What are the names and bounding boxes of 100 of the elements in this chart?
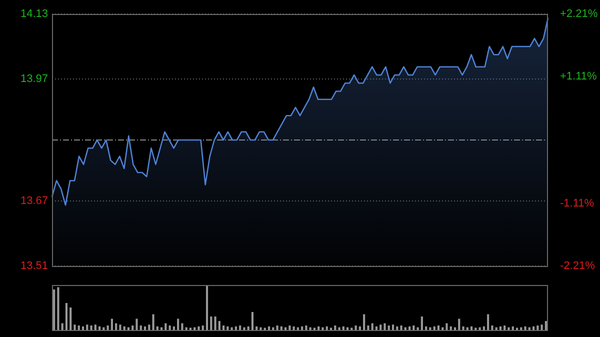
bar <box>454 327 456 330</box>
bar <box>462 326 464 330</box>
bar <box>338 327 340 330</box>
bar <box>450 326 452 330</box>
bar <box>102 327 105 330</box>
y2-tick-label: +2.21% <box>560 8 598 20</box>
bar <box>309 327 312 330</box>
bar <box>491 326 494 330</box>
bar <box>82 326 84 330</box>
bar <box>202 326 204 330</box>
y2-tick-label: +1.11% <box>560 70 598 83</box>
bar <box>322 327 324 330</box>
bar <box>86 324 88 330</box>
y2-tick-label: -2.21% <box>560 260 596 272</box>
bar <box>380 324 382 330</box>
bar <box>127 327 130 330</box>
bar <box>61 323 64 330</box>
bar <box>446 323 448 330</box>
bar <box>326 326 328 330</box>
bar <box>499 326 502 330</box>
bar <box>288 326 291 330</box>
bar <box>239 326 242 330</box>
bar <box>226 326 229 330</box>
bar <box>230 327 233 330</box>
bar <box>98 326 101 330</box>
bar <box>318 326 320 330</box>
bar <box>384 323 386 330</box>
bar <box>342 326 344 330</box>
bar <box>536 326 539 330</box>
bar <box>156 326 158 330</box>
bar <box>425 326 428 330</box>
bar <box>90 326 92 330</box>
bar <box>185 327 188 330</box>
bar <box>78 326 80 330</box>
bar <box>466 327 468 330</box>
bar <box>396 326 398 330</box>
bar <box>400 326 402 330</box>
bar <box>482 326 485 330</box>
bar <box>214 316 216 330</box>
bar <box>152 314 154 330</box>
bar <box>106 326 109 330</box>
bar <box>540 324 543 330</box>
bar <box>363 314 366 330</box>
bar <box>181 323 184 330</box>
bar <box>442 327 444 330</box>
bar <box>194 327 196 330</box>
bar <box>119 324 122 330</box>
bar <box>256 326 258 330</box>
bar <box>280 326 282 330</box>
bar <box>140 326 142 330</box>
bar <box>305 326 308 330</box>
y-tick-label: 13.67 <box>20 195 48 207</box>
bar <box>272 327 274 330</box>
bar <box>160 327 163 330</box>
y-tick-label: 13.97 <box>20 73 48 86</box>
bar <box>388 326 390 330</box>
bar <box>65 303 68 330</box>
bar <box>210 316 212 330</box>
bar <box>234 326 237 330</box>
bar <box>495 327 498 330</box>
bar <box>433 326 436 330</box>
bar <box>74 324 76 330</box>
bar <box>416 327 419 330</box>
bar <box>354 326 357 330</box>
bar <box>470 326 473 330</box>
bar <box>504 326 506 330</box>
bar <box>437 326 440 330</box>
bar <box>144 326 146 330</box>
bar <box>251 312 254 330</box>
bar <box>532 326 535 330</box>
bar <box>544 321 547 330</box>
bar <box>115 323 118 330</box>
bar <box>420 316 423 330</box>
bar <box>247 326 250 330</box>
bar <box>222 326 225 330</box>
bar <box>172 326 175 330</box>
bar <box>268 326 270 330</box>
bar <box>276 326 278 330</box>
bar <box>458 318 460 330</box>
bar <box>412 326 415 330</box>
bar <box>136 318 138 330</box>
bar <box>123 326 126 330</box>
bar <box>206 285 208 330</box>
bar <box>132 326 134 330</box>
bar <box>164 323 167 330</box>
bar <box>94 324 96 330</box>
bar <box>404 327 406 330</box>
bar <box>375 326 378 330</box>
bar <box>371 323 374 330</box>
bar <box>260 327 262 330</box>
bar <box>284 327 287 330</box>
y-tick-label: 14.13 <box>20 8 48 20</box>
bar <box>358 326 361 330</box>
bar <box>243 327 246 330</box>
bar <box>292 326 295 330</box>
bar <box>177 318 180 330</box>
bar <box>429 327 432 330</box>
bar <box>346 327 349 330</box>
bar <box>408 326 411 330</box>
bar <box>524 326 526 330</box>
